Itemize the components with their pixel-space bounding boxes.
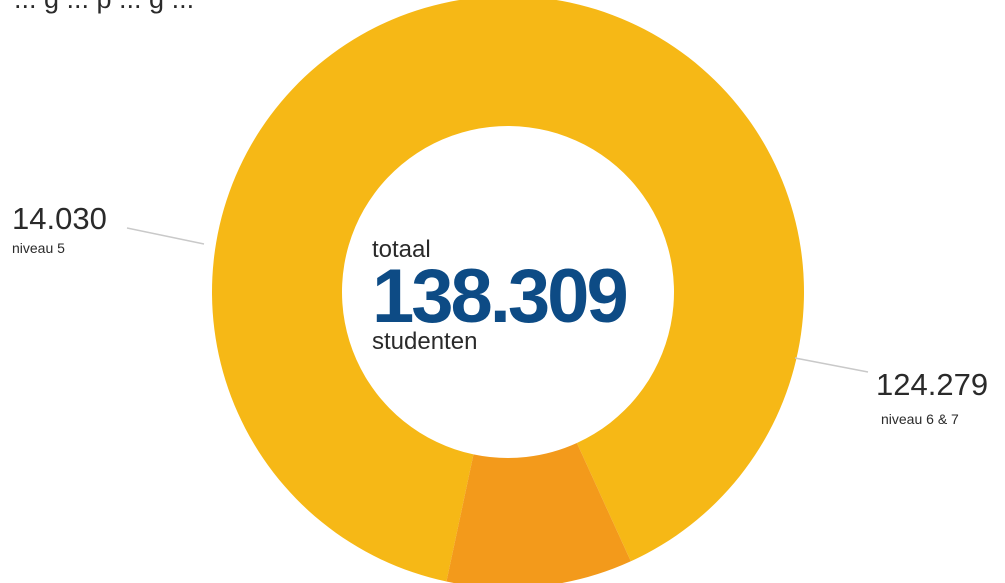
center-bottom-text: studenten <box>372 328 478 355</box>
donut-slice-niveau-6-7 <box>212 0 804 582</box>
leader-line-niveau-5 <box>126 227 205 245</box>
donut-center-label: totaal 138.309 studenten <box>372 236 629 356</box>
slice-value-niveau-6-7: 124.279 <box>876 367 989 402</box>
slice-value-niveau-5: 14.030 <box>12 201 107 236</box>
center-top-text: totaal <box>372 236 431 263</box>
slice-label-niveau-5: niveau 5 <box>12 240 65 256</box>
leader-lines <box>126 227 869 373</box>
center-total-value: 138.309 <box>372 254 629 339</box>
leader-line-niveau-6-7 <box>794 357 869 373</box>
slice-label-niveau-6-7: niveau 6 & 7 <box>881 411 959 427</box>
donut-slice-niveau-5 <box>446 443 631 583</box>
chart-title: ... g ... p ... g ... <box>14 0 194 15</box>
donut-slices <box>212 0 804 583</box>
